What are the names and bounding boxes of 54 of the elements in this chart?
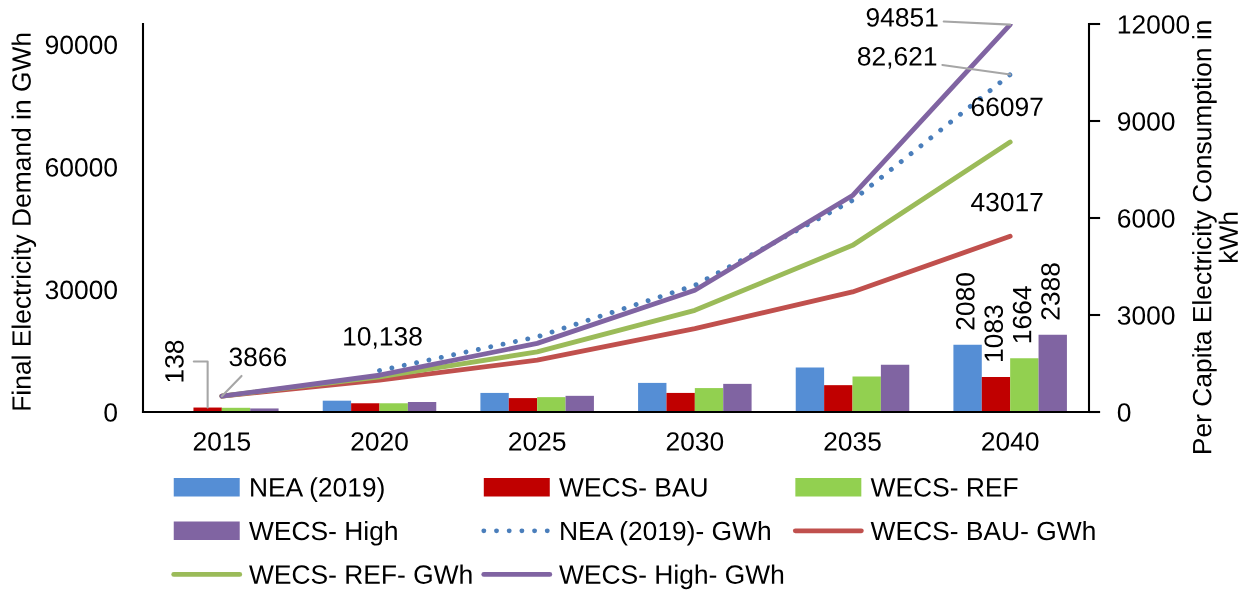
bar [537, 397, 566, 412]
data-label: 82,621 [857, 46, 937, 69]
bar [694, 388, 724, 412]
bar [638, 382, 667, 412]
data-label: 43017 [971, 192, 1043, 212]
bar [1038, 334, 1067, 412]
x-tick-label: 2035 [824, 432, 881, 451]
data-label: 2080 [955, 273, 975, 330]
data-label: 138 [165, 340, 184, 382]
legend-label: NEA (2019)- GWh [561, 520, 770, 546]
data-label: 94851 [866, 8, 938, 27]
y-tick-label: 90000 [45, 35, 117, 55]
x-tick-label: 2015 [193, 432, 251, 451]
y2-tick-label: 9000 [1118, 112, 1175, 131]
bar [565, 395, 594, 412]
bar [666, 392, 695, 412]
y2-tick-label: 12000 [1118, 15, 1190, 34]
y-axis-title: Final Electricity Demand in GWh [11, 33, 37, 410]
bar [508, 398, 538, 412]
y2-tick-label: 6000 [1118, 209, 1175, 228]
y2-axis-title: Per Capita Electricity Consumption in kWh [1192, 21, 1238, 454]
bar [379, 403, 408, 412]
y2-tick-label: 3000 [1117, 306, 1175, 325]
bar [1010, 358, 1039, 412]
data-label: 10,138 [344, 326, 422, 349]
data-label: 1664 [1012, 286, 1032, 343]
legend-label: WECS- High [249, 520, 397, 546]
x-tick-label: 2020 [351, 432, 408, 451]
x-tick-label: 2030 [666, 432, 724, 451]
bar [480, 392, 509, 412]
legend-label: WECS- BAU- GWh [870, 520, 1095, 541]
bar [795, 367, 825, 412]
bar [953, 344, 982, 412]
data-label: 2388 [1041, 263, 1060, 320]
y-tick-label: 30000 [45, 280, 117, 300]
bar [981, 376, 1011, 412]
y2-tick-label: 0 [1117, 403, 1131, 422]
bar [351, 403, 380, 412]
x-tick-label: 2025 [509, 432, 566, 451]
legend-label: WECS- REF- GWh [249, 564, 472, 584]
x-tick-label: 2040 [982, 432, 1039, 451]
data-label: 1083 [984, 305, 1004, 361]
bar [824, 385, 853, 412]
legend-label: WECS- High- GWh [559, 564, 784, 590]
y-tick-label: 60000 [45, 158, 117, 177]
bar [880, 364, 910, 412]
bar [723, 383, 752, 412]
legend-label: WECS- REF [870, 478, 1018, 497]
bar [852, 376, 881, 412]
y-tick-label: 0 [104, 403, 117, 422]
legend-label: WECS- BAU [559, 478, 707, 497]
data-label: 66097 [971, 97, 1043, 117]
data-label: 3866 [229, 347, 287, 367]
legend-label: NEA (2019) [251, 477, 384, 502]
